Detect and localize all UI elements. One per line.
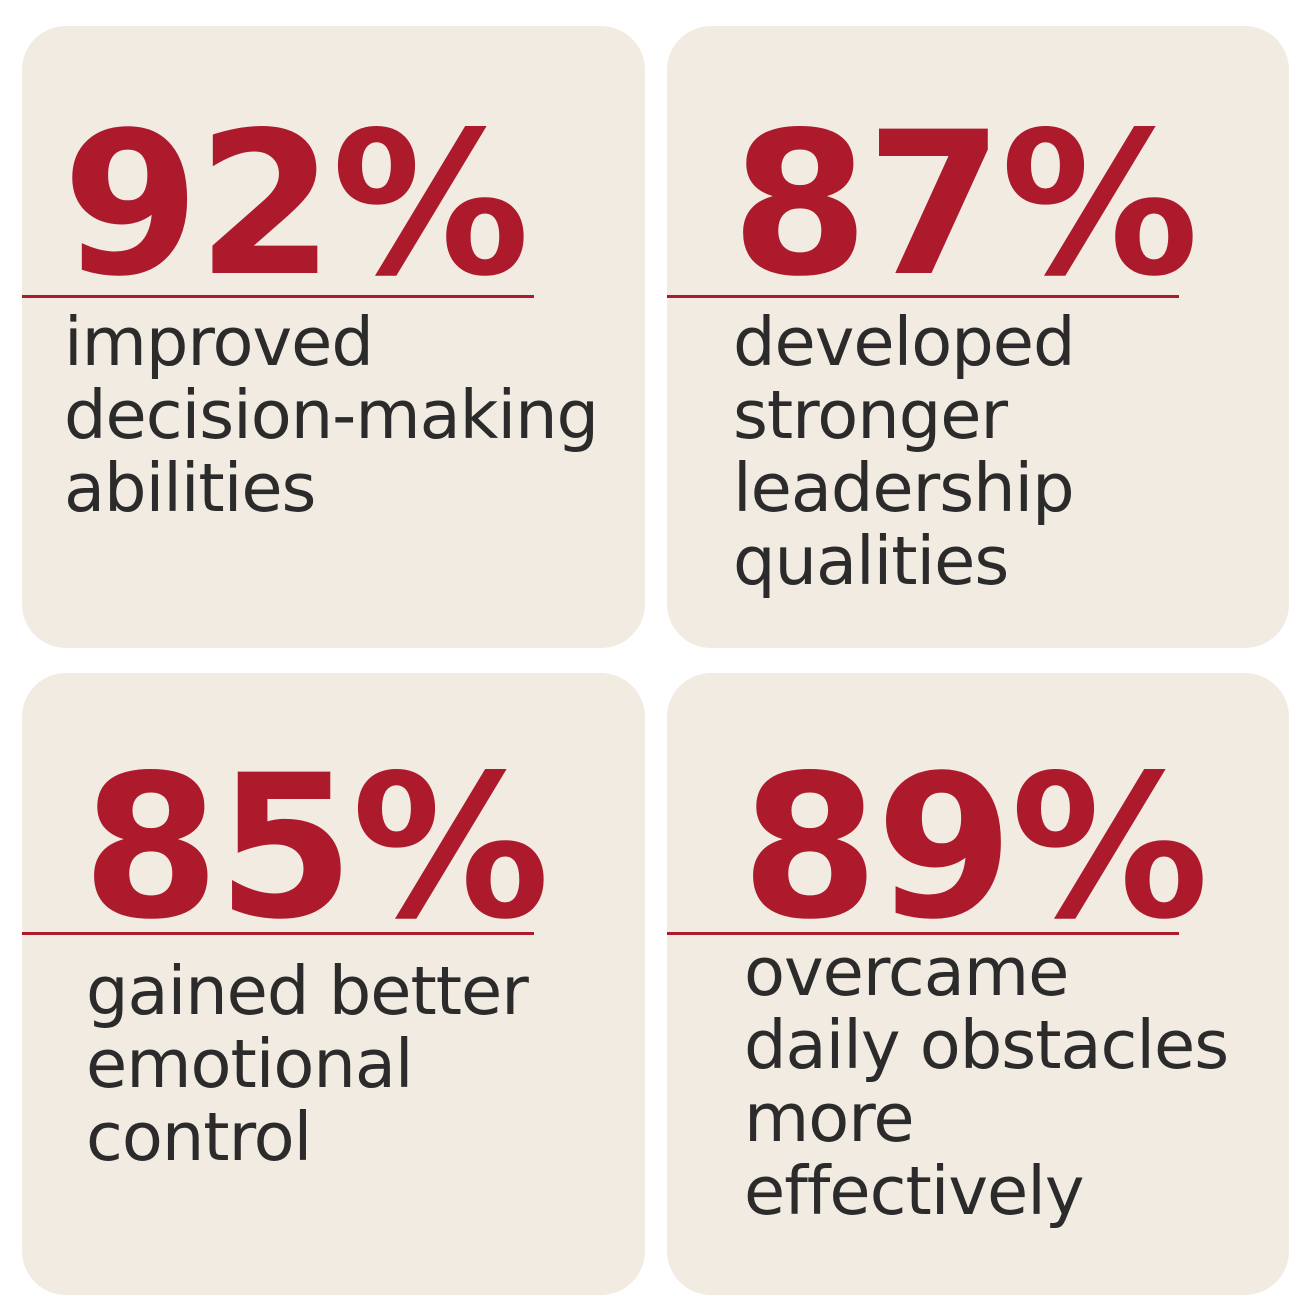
stat-value: 87% — [731, 89, 1199, 320]
stat-value: 85% — [82, 732, 550, 963]
stat-description: developed stronger leadership qualities — [733, 303, 1076, 600]
divider-line — [667, 932, 1179, 935]
divider-line — [22, 932, 534, 935]
stat-description: improved decision-making abilities — [64, 303, 599, 527]
stat-card-decision-making: 92% improved decision-making abilities — [22, 26, 645, 648]
divider-line — [22, 295, 534, 298]
stat-card-obstacles: 89% overcame daily obstacles more effect… — [667, 673, 1289, 1295]
stat-description: overcame daily obstacles more effectivel… — [744, 933, 1229, 1230]
stat-description: gained better emotional control — [86, 952, 529, 1176]
stat-value: 92% — [62, 89, 530, 320]
stat-card-emotional-control: 85% gained better emotional control — [22, 673, 645, 1295]
stat-value: 89% — [741, 732, 1209, 963]
stat-card-leadership: 87% developed stronger leadership qualit… — [667, 26, 1289, 648]
divider-line — [667, 295, 1179, 298]
